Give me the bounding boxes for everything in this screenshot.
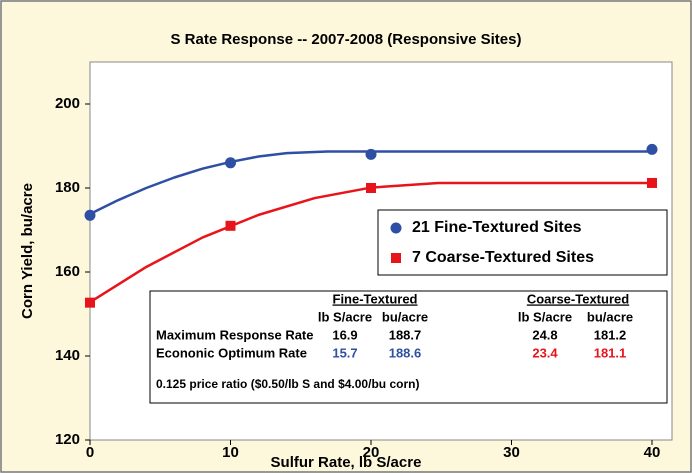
y-tick-label: 180 [55,179,80,196]
x-tick-label: 40 [644,444,661,461]
table-group-header: Fine-Textured [333,291,418,306]
legend-marker [391,253,401,263]
data-point [225,157,236,169]
data-point [647,177,657,188]
table-cell: 23.4 [532,345,558,360]
fit-curve [89,150,652,216]
x-tick-label: 20 [363,444,380,461]
table-group-header: Coarse-Textured [527,291,629,306]
data-point [365,148,377,160]
legend-box [377,209,668,276]
table-cell: 16.9 [332,327,357,342]
table-box [149,290,668,404]
table-column-header: lb S/acre [318,309,372,324]
legend-label: 7 Coarse-Textured Sites [412,249,594,266]
y-tick-label: 200 [55,95,80,112]
x-tick-label: 10 [222,444,239,461]
x-axis-label: Sulfur Rate, lb S/acre [271,454,422,471]
table-cell: 24.8 [532,327,557,342]
data-point [225,220,236,231]
data-point [85,297,95,308]
table-column-header: lb S/acre [518,309,572,324]
data-point [646,143,658,155]
y-tick-label: 160 [55,263,80,280]
y-tick-label: 140 [55,347,80,364]
table-column-header: bu/acre [587,309,633,324]
table-cell: 188.7 [389,327,422,342]
table-cell: 181.2 [594,327,627,342]
table-cell: 181.1 [594,345,627,360]
table-row-label: Econonic Optimum Rate [156,345,307,360]
x-tick-label: 30 [503,444,520,461]
data-point [366,183,376,193]
y-axis-label: Corn Yield, bu/acre [19,183,36,319]
table-cell: 15.7 [332,345,357,360]
table-cell: 188.6 [389,345,422,360]
data-point [84,209,96,221]
legend-marker [390,222,402,234]
table-row-label: Maximum Response Rate [156,327,314,342]
chart-title: S Rate Response -- 2007-2008 (Responsive… [171,31,522,48]
legend-label: 21 Fine-Textured Sites [412,219,582,236]
x-tick-label: 0 [86,444,94,461]
table-note: 0.125 price ratio ($0.50/lb S and $4.00/… [156,377,419,391]
table-column-header: bu/acre [382,309,428,324]
y-tick-label: 120 [55,431,80,448]
fit-curve [89,181,652,304]
